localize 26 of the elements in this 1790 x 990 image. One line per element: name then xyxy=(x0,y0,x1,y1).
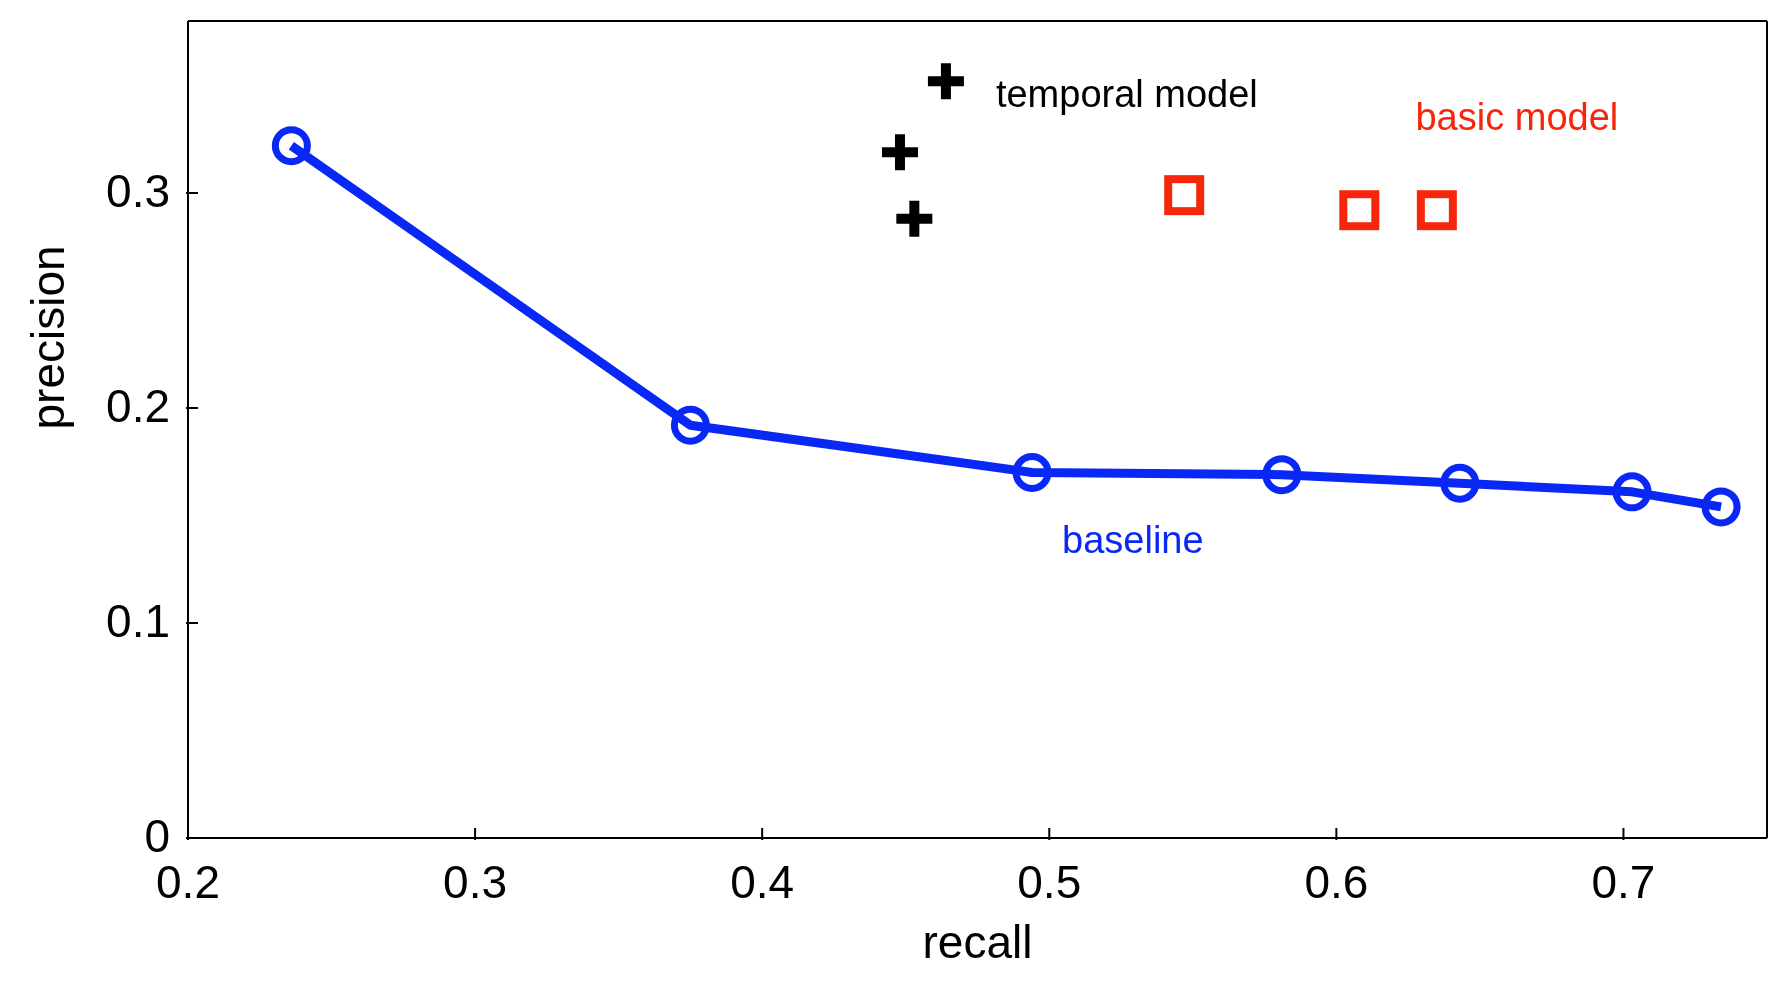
point xyxy=(1164,175,1205,216)
x-tick-label: 0.4 xyxy=(730,856,795,908)
y-tick-label: 0.1 xyxy=(106,595,170,647)
x-tick-label: 0.3 xyxy=(443,856,508,908)
series-label: baseline xyxy=(1062,518,1204,561)
x-tick-label: 0.5 xyxy=(1017,856,1082,908)
point xyxy=(1612,472,1652,512)
point xyxy=(1416,190,1457,231)
x-tick-label: 0.7 xyxy=(1591,856,1656,908)
point xyxy=(1440,463,1480,503)
series-label: basic model xyxy=(1415,96,1619,139)
y-tick-label: 0.2 xyxy=(106,380,170,432)
point xyxy=(670,405,710,445)
point xyxy=(881,134,918,171)
point xyxy=(1339,190,1380,231)
y-axis-title: precision xyxy=(22,245,75,430)
x-axis-title: recall xyxy=(922,916,1033,968)
point xyxy=(1012,453,1052,492)
point xyxy=(1701,487,1741,527)
series-label: temporal model xyxy=(995,73,1258,116)
x-tick-label: 0.6 xyxy=(1304,856,1369,908)
point xyxy=(927,63,964,100)
point xyxy=(1262,455,1302,495)
point xyxy=(271,126,311,166)
y-tick-label: 0.3 xyxy=(106,165,170,217)
point xyxy=(896,200,933,237)
